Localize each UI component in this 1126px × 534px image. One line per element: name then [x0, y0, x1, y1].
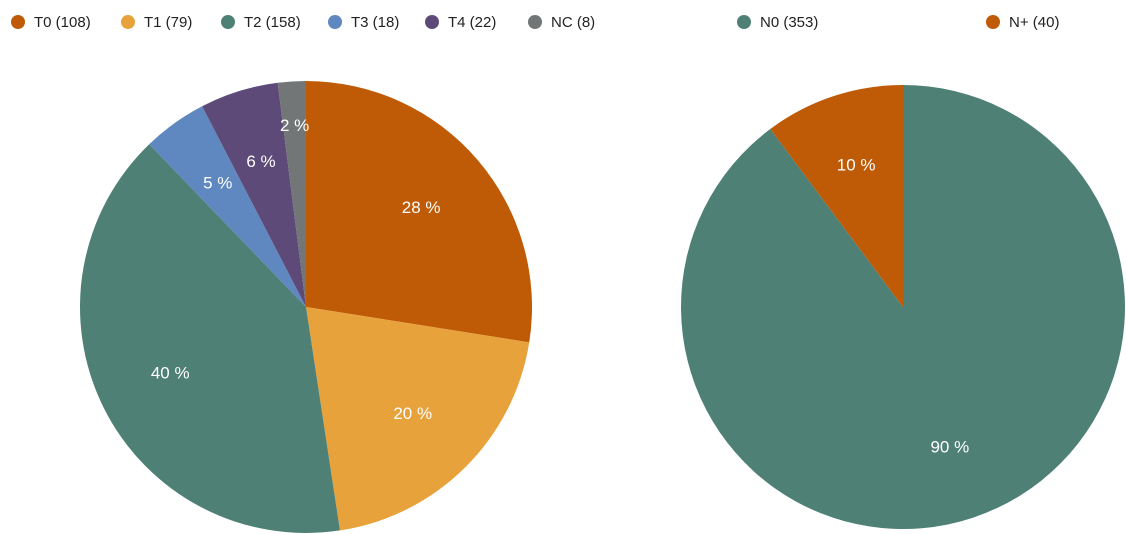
legend-label: T3 (18) — [351, 14, 399, 31]
legend-marker — [121, 15, 135, 29]
pie-slice — [202, 82, 306, 307]
legend-label: T0 (108) — [34, 14, 91, 31]
legend-label: N0 (353) — [760, 14, 818, 31]
data-label: 10 % — [837, 155, 876, 174]
legend-marker — [221, 15, 235, 29]
data-label: 5 % — [203, 173, 232, 192]
legend-marker — [528, 15, 542, 29]
data-label: 6 % — [246, 152, 275, 171]
legend-marker — [11, 15, 25, 29]
legend-label: T1 (79) — [144, 14, 192, 31]
legend-marker — [737, 15, 751, 29]
pie-slice — [681, 85, 1126, 529]
data-label: 20 % — [393, 404, 432, 423]
pie-slice — [306, 81, 532, 343]
data-label: 40 % — [151, 364, 190, 383]
pie-slice — [277, 81, 306, 307]
legend-marker — [328, 15, 342, 29]
legend-marker — [986, 15, 1000, 29]
data-label: 2 % — [280, 116, 309, 135]
pie-slice — [770, 85, 903, 307]
data-label: 90 % — [930, 438, 969, 457]
legend-label: T2 (158) — [244, 14, 301, 31]
legend-label: T4 (22) — [448, 14, 496, 31]
legend-marker — [425, 15, 439, 29]
pie-slice — [306, 307, 530, 531]
legend-label: NC (8) — [551, 14, 595, 31]
pie-slice — [79, 144, 340, 534]
data-label: 28 % — [402, 198, 441, 217]
legend-label: N+ (40) — [1009, 14, 1059, 31]
pie-slice — [149, 106, 306, 308]
